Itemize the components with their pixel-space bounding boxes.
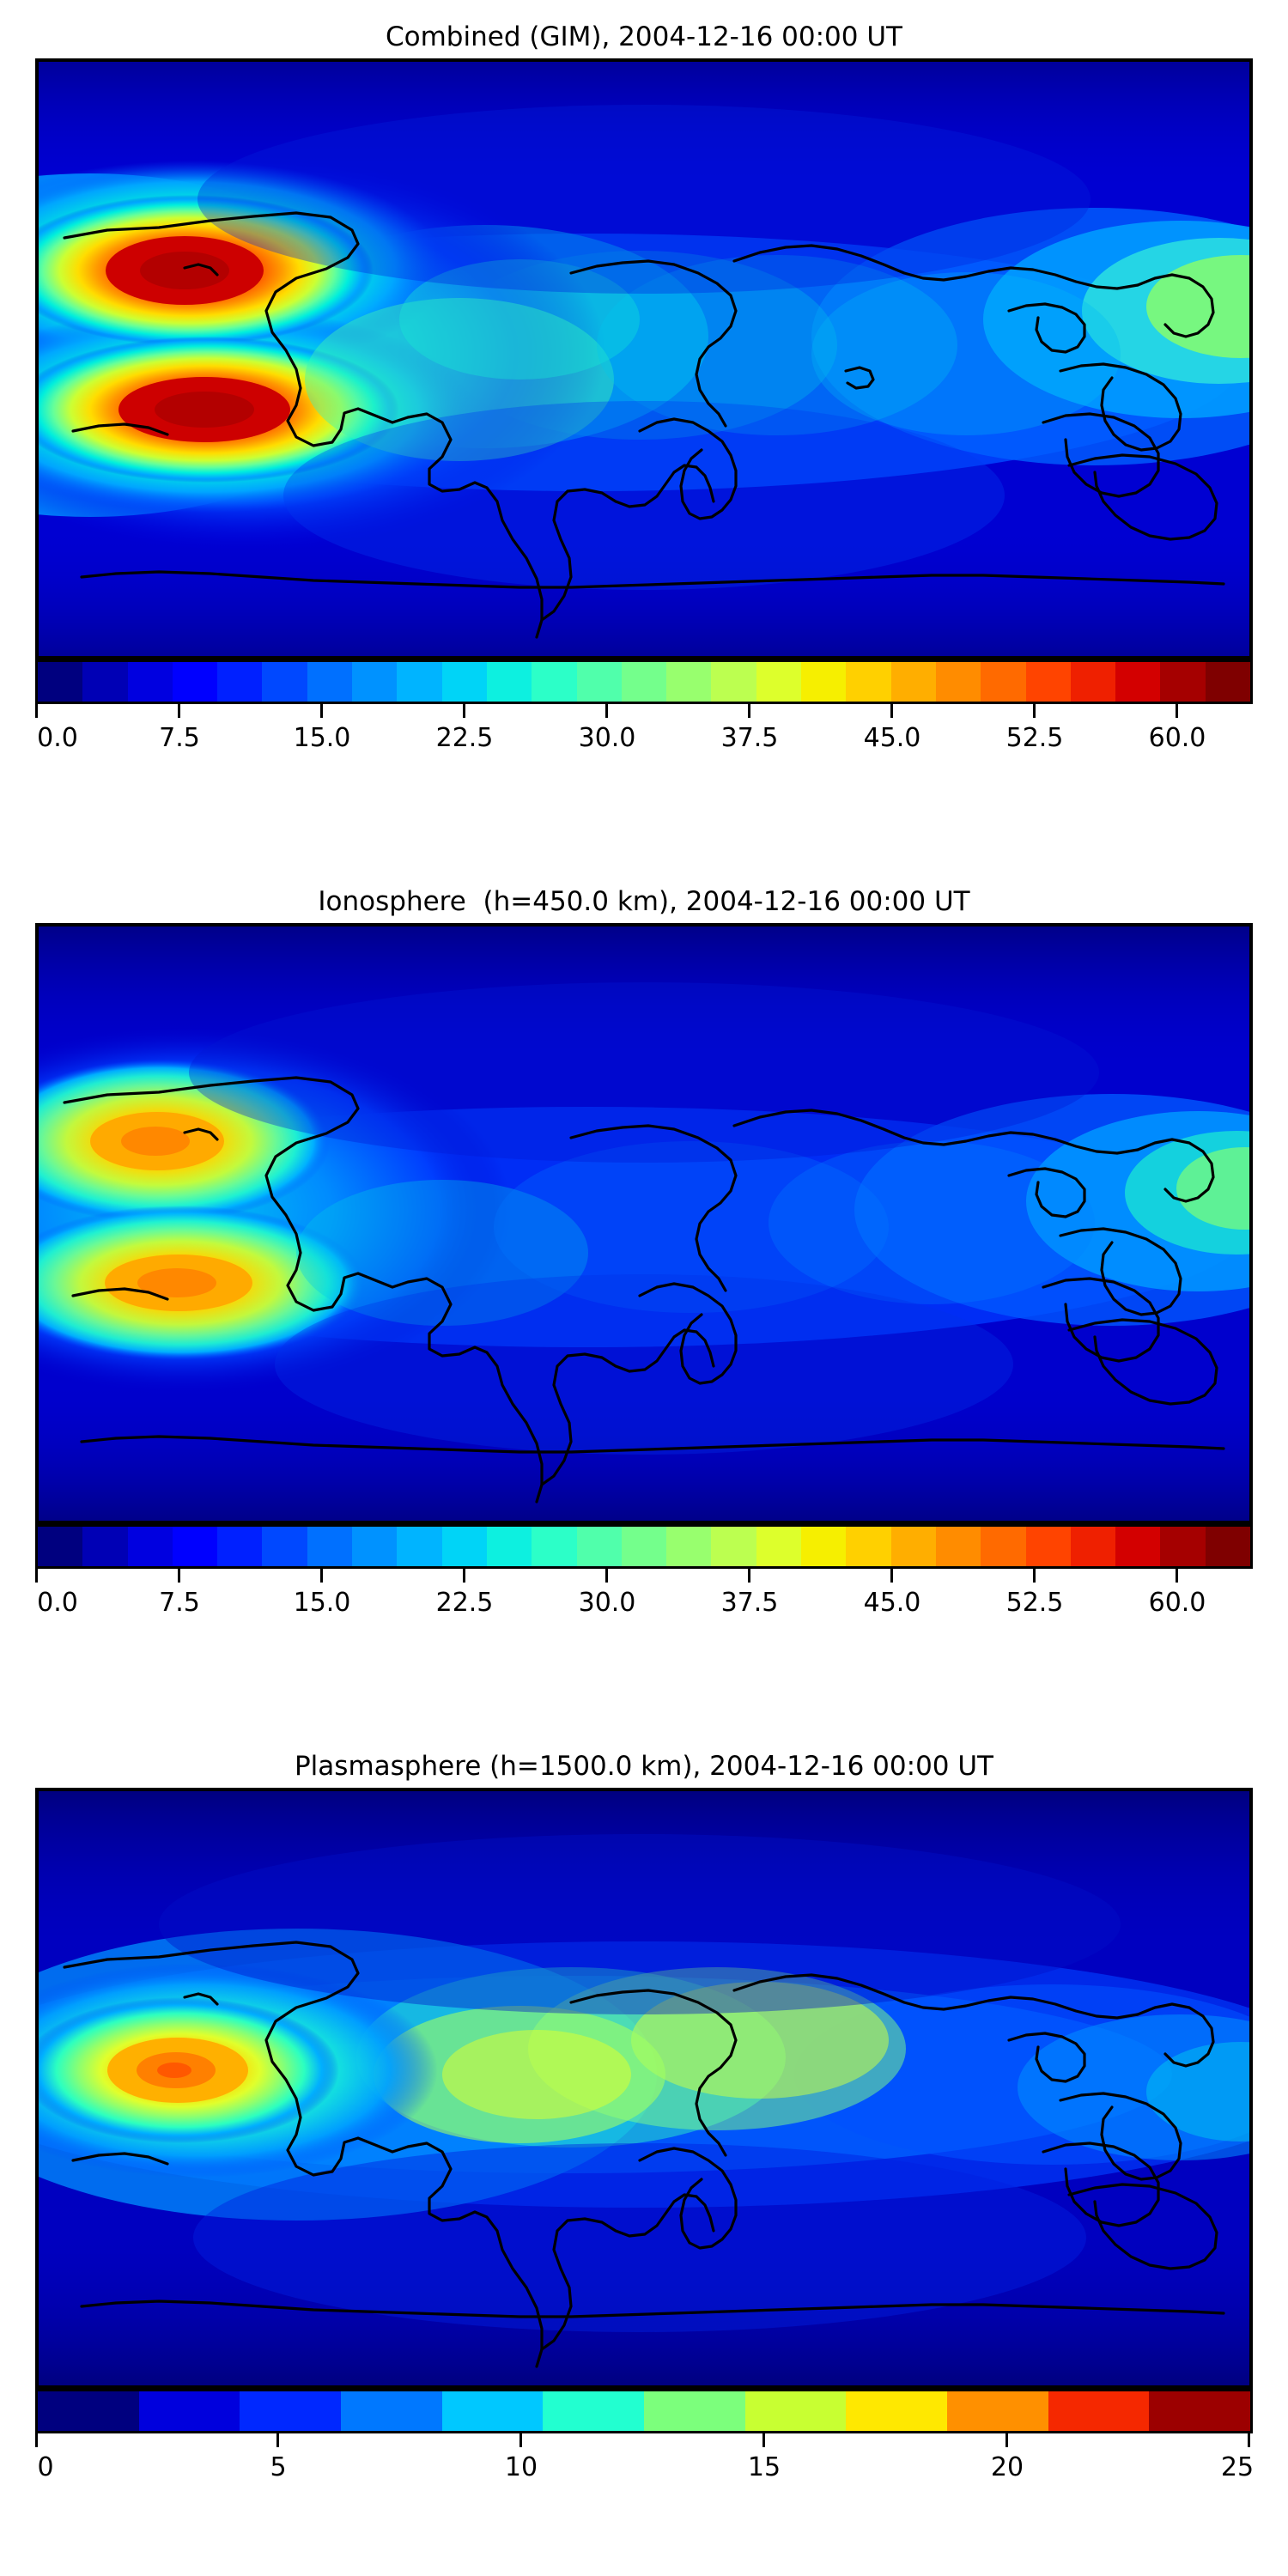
tec-contour-map — [39, 1791, 1249, 2385]
tick-label: 30.0 — [578, 1588, 636, 1618]
colorbar-ionosphere-450: 0.0 7.5 15.0 22.5 30.0 37.5 45.0 52.5 60… — [35, 1524, 1253, 1627]
map-plot-plasmasphere-1500 — [35, 1788, 1253, 2389]
colorbar-tick-labels: 0.0 7.5 15.0 22.5 30.0 37.5 45.0 52.5 60… — [35, 1588, 1253, 1627]
tick-label: 10 — [504, 2452, 538, 2482]
tick-label: 0.0 — [37, 723, 78, 753]
colorbar-gradient — [35, 659, 1253, 704]
panel-title: Ionosphere (h=450.0 km), 2004-12-16 00:0… — [318, 886, 970, 917]
panel-combined-gim: Combined (GIM), 2004-12-16 00:00 UT — [0, 15, 1288, 762]
tick-label: 0.0 — [37, 1588, 78, 1618]
panel-title: Combined (GIM), 2004-12-16 00:00 UT — [386, 21, 902, 52]
colorbar-ticks — [35, 704, 1253, 723]
tick-label: 52.5 — [1005, 1588, 1064, 1618]
panel-ionosphere-450: Ionosphere (h=450.0 km), 2004-12-16 00:0… — [0, 880, 1288, 1627]
tick-label: 15.0 — [293, 723, 351, 753]
tick-label: 15 — [747, 2452, 781, 2482]
panel-plasmasphere-1500: Plasmasphere (h=1500.0 km), 2004-12-16 0… — [0, 1745, 1288, 2492]
tick-label: 22.5 — [435, 723, 494, 753]
tick-label: 45.0 — [863, 1588, 921, 1618]
tick-label: 30.0 — [578, 723, 636, 753]
tick-label: 0 — [37, 2452, 54, 2482]
tick-label: 22.5 — [435, 1588, 494, 1618]
tec-contour-map — [39, 62, 1249, 656]
colorbar-combined-gim: 0.0 7.5 15.0 22.5 30.0 37.5 45.0 52.5 60… — [35, 659, 1253, 762]
tick-label: 15.0 — [293, 1588, 351, 1618]
tick-label: 37.5 — [720, 1588, 779, 1618]
colorbar-tick-labels: 0 5 10 15 20 25 — [35, 2452, 1255, 2492]
colorbar-gradient — [35, 2389, 1253, 2433]
colorbar-plasmasphere-1500: 0 5 10 15 20 25 — [35, 2389, 1255, 2492]
tick-label: 7.5 — [159, 723, 200, 753]
tick-label: 60.0 — [1148, 723, 1206, 753]
tick-label: 37.5 — [720, 723, 779, 753]
tick-label: 60.0 — [1148, 1588, 1206, 1618]
panel-title: Plasmasphere (h=1500.0 km), 2004-12-16 0… — [294, 1751, 993, 1782]
map-plot-combined-gim — [35, 58, 1253, 659]
tick-label: 20 — [990, 2452, 1024, 2482]
tick-label: 7.5 — [159, 1588, 200, 1618]
colorbar-ticks — [35, 2433, 1253, 2452]
tick-label: 52.5 — [1005, 723, 1064, 753]
map-plot-ionosphere-450 — [35, 923, 1253, 1524]
tick-label: 25 — [1220, 2452, 1255, 2482]
tick-label: 5 — [270, 2452, 287, 2482]
colorbar-gradient — [35, 1524, 1253, 1569]
colorbar-tick-labels: 0.0 7.5 15.0 22.5 30.0 37.5 45.0 52.5 60… — [35, 723, 1253, 762]
colorbar-ticks — [35, 1569, 1253, 1588]
tec-contour-map — [39, 927, 1249, 1521]
tick-label: 45.0 — [863, 723, 921, 753]
